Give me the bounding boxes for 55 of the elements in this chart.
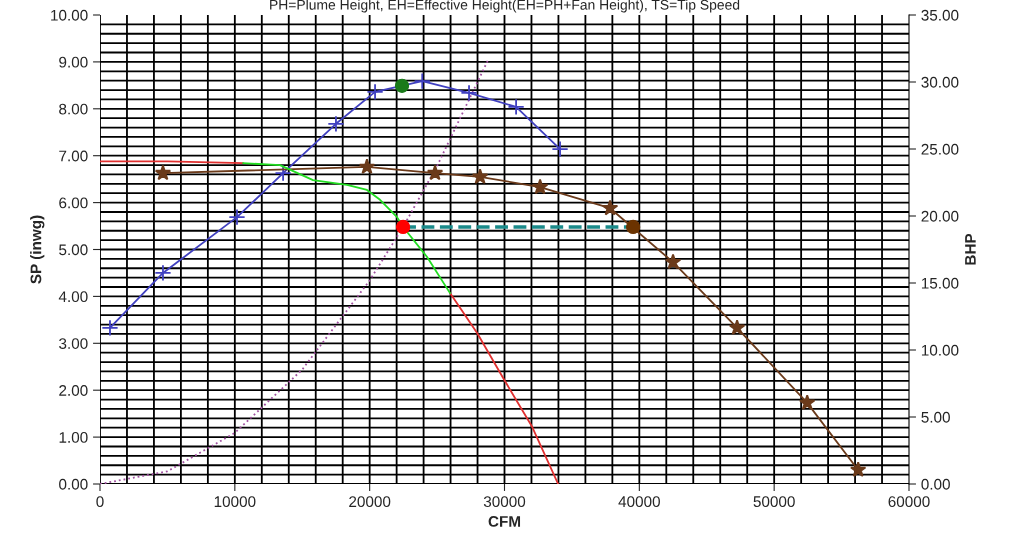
point (849, 461, 867, 478)
point (154, 164, 172, 181)
y-axis-title: SP (inwg) (30, 215, 45, 284)
point (460, 84, 478, 102)
point (471, 168, 489, 184)
y2-tick-label: 20.00 (921, 210, 959, 222)
point (327, 115, 345, 133)
point (366, 83, 384, 101)
point (507, 98, 525, 116)
point (551, 140, 569, 158)
point (426, 164, 444, 181)
x-tick-label: 40000 (618, 496, 660, 508)
line-series (242, 162, 451, 295)
point (601, 199, 619, 216)
point (274, 164, 292, 182)
y-tick-label: 10.00 (51, 9, 88, 21)
y-tick-label: 3.00 (59, 338, 88, 349)
y-tick-label: 4.00 (58, 291, 88, 303)
x-tick-label: 0 (96, 496, 104, 508)
y-tick-label: 2.00 (59, 385, 88, 396)
y2-axis-title: BHP (965, 233, 976, 265)
point (664, 253, 682, 270)
y2-tick-label: 5.00 (921, 411, 950, 423)
point (154, 264, 172, 282)
point (358, 158, 376, 175)
y-tick-label: 1.00 (59, 431, 88, 443)
point (394, 78, 410, 93)
y-tick-label: 7.00 (59, 150, 88, 162)
x-tick-label: 10000 (214, 496, 256, 508)
x-axis-title: CFM (488, 516, 521, 527)
x-tick-label: 60000 (888, 496, 930, 508)
point (626, 219, 641, 235)
y2-tick-label: 25.00 (921, 143, 959, 155)
x-tick-label: 50000 (753, 496, 795, 508)
y2-tick-label: 35.00 (921, 9, 959, 21)
y2-tick-label: 0.00 (921, 478, 950, 490)
line-series (100, 59, 489, 484)
y2-tick-label: 15.00 (921, 277, 959, 289)
y2-tick-label: 10.00 (921, 344, 959, 356)
y-tick-label: 0.00 (59, 478, 88, 490)
chart-title: PH=Plume Height, EH=Effective Height(EH=PH+Fan Height), TS=Tip Speed (270, 0, 740, 13)
point (413, 72, 431, 90)
x-tick-label: 30000 (483, 496, 526, 508)
point (395, 219, 411, 235)
y-tick-label: 6.00 (59, 197, 88, 209)
y-tick-label: 8.00 (59, 103, 88, 115)
point (531, 178, 549, 195)
point (728, 319, 746, 335)
point (228, 208, 246, 226)
point (101, 319, 119, 337)
y2-tick-label: 30.00 (921, 76, 959, 88)
y-tick-label: 9.00 (59, 56, 88, 68)
point (799, 394, 816, 410)
x-tick-label: 20000 (349, 496, 391, 508)
y-tick-label: 5.00 (59, 244, 88, 256)
